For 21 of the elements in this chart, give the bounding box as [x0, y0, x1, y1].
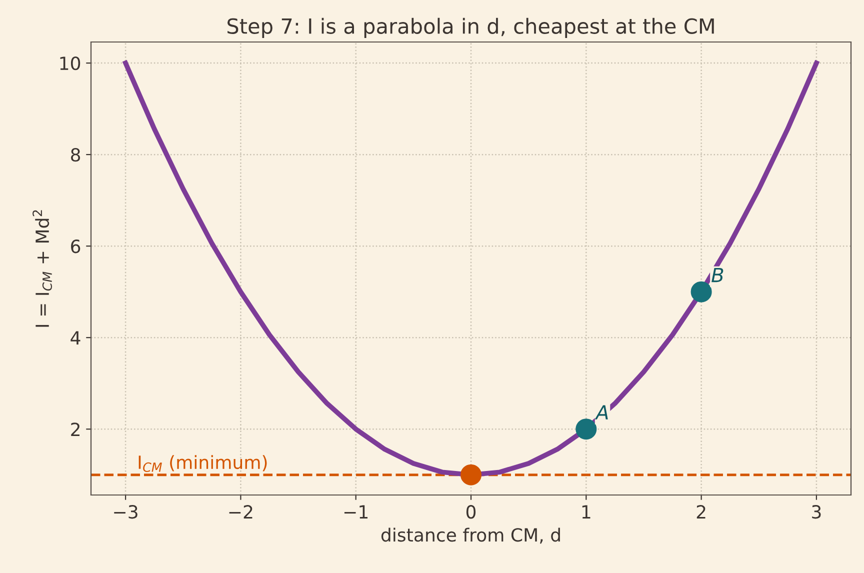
y-axis-title: I = I$_{CM}$ + Md$^{2}$ [32, 210, 52, 327]
annotation: B [712, 268, 724, 282]
x-tick-label: 3 [812, 505, 821, 519]
point [460, 464, 482, 486]
y-tick-label: 8 [71, 148, 80, 162]
y-tick-label: 6 [71, 240, 80, 254]
y-tick-label: 10 [60, 56, 80, 70]
x-tick-label: −1 [344, 505, 368, 518]
x-tick-label: 2 [696, 505, 706, 518]
x-tick-label: −2 [229, 505, 252, 518]
x-tick-label: −3 [114, 505, 138, 519]
y-tick-label: 2 [71, 422, 80, 436]
x-tick-label: 1 [582, 505, 590, 518]
ref-line-label: I$_{CM}$ (minimum) [138, 455, 267, 472]
point [690, 281, 712, 302]
point [576, 418, 597, 440]
x-axis-title: distance from CM, d [381, 528, 560, 544]
chart-title: Step 7: I is a parabola in d, cheapest at the CM [228, 18, 714, 38]
y-tick-label: 4 [70, 331, 80, 344]
x-tick-label: 0 [466, 505, 476, 519]
annotation: A [594, 405, 608, 420]
